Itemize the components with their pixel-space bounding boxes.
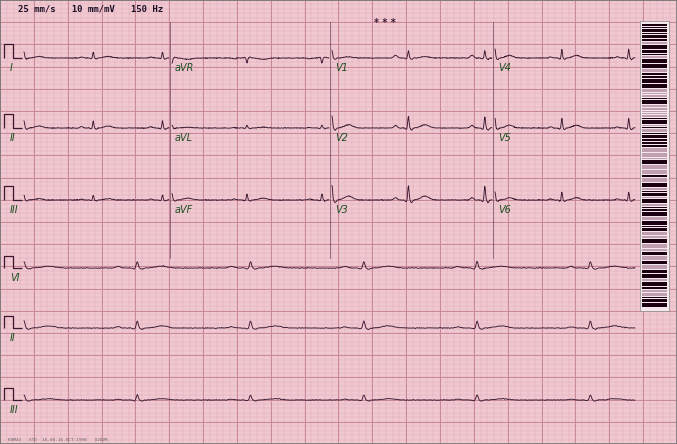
Bar [642, 170, 667, 174]
Text: V5: V5 [498, 133, 511, 143]
Bar [640, 21, 669, 311]
Bar [642, 279, 667, 281]
Text: V1: V1 [335, 63, 348, 73]
Bar [642, 42, 667, 44]
Text: II: II [10, 133, 16, 143]
Text: V6: V6 [498, 205, 511, 215]
Bar [642, 125, 667, 126]
Bar [642, 282, 667, 286]
Bar [642, 178, 667, 182]
Text: V4: V4 [498, 63, 511, 73]
Bar [642, 56, 667, 58]
Bar [642, 274, 667, 278]
Bar [642, 64, 667, 68]
Bar [642, 299, 667, 302]
Bar [642, 153, 667, 157]
Text: III: III [10, 405, 19, 415]
Bar [642, 33, 667, 34]
Bar [642, 212, 667, 216]
Bar [642, 303, 667, 307]
Bar [642, 209, 667, 211]
Bar [642, 142, 667, 144]
Bar [642, 108, 667, 110]
Bar [642, 252, 667, 255]
Bar [642, 188, 667, 190]
Bar [642, 239, 667, 243]
Bar [642, 256, 667, 260]
Text: * * *: * * * [374, 18, 396, 28]
Bar [642, 105, 667, 107]
Bar [642, 54, 667, 55]
Bar [642, 290, 667, 292]
Bar [642, 261, 667, 264]
Text: III: III [10, 205, 19, 215]
Bar [642, 129, 667, 132]
Bar [642, 175, 667, 177]
Bar [642, 27, 667, 28]
Bar [642, 249, 667, 251]
Bar [642, 127, 667, 128]
Text: 25 mm/s   10 mm/mV   150 Hz: 25 mm/s 10 mm/mV 150 Hz [18, 5, 163, 14]
Bar [642, 73, 667, 75]
Bar [642, 244, 667, 248]
Bar [642, 89, 667, 92]
Bar [642, 93, 667, 94]
Bar [642, 69, 667, 72]
Bar [642, 50, 667, 53]
Bar [642, 111, 667, 112]
Bar [642, 191, 667, 192]
Bar [642, 145, 667, 147]
Bar [642, 265, 667, 269]
Text: VI: VI [10, 273, 20, 283]
Bar [642, 232, 667, 235]
Bar [642, 297, 667, 298]
Bar [642, 287, 667, 289]
Bar [642, 228, 667, 231]
Bar [642, 133, 667, 134]
Bar [642, 183, 667, 187]
Bar [642, 24, 667, 26]
Bar [642, 95, 667, 97]
Bar [642, 115, 667, 117]
Bar [642, 76, 667, 78]
Bar [642, 35, 667, 38]
Bar [642, 113, 667, 114]
Bar [642, 165, 667, 169]
Bar [642, 226, 667, 227]
Bar [642, 135, 667, 138]
Text: aVF: aVF [175, 205, 193, 215]
Bar [642, 84, 667, 88]
Text: II: II [10, 333, 16, 343]
Bar [642, 217, 667, 220]
Bar [642, 204, 667, 206]
Bar [642, 118, 667, 119]
Bar [642, 236, 667, 238]
Bar [642, 148, 667, 152]
Bar [642, 270, 667, 273]
Bar [642, 221, 667, 225]
Text: KUM43   STD  16.08.16.OCT.1998   O2DVR: KUM43 STD 16.08.16.OCT.1998 O2DVR [8, 438, 108, 442]
Bar [642, 199, 667, 203]
Bar [642, 39, 667, 41]
Bar [642, 193, 667, 196]
Text: V2: V2 [335, 133, 348, 143]
Bar [642, 207, 667, 208]
Bar [642, 100, 667, 104]
Bar [642, 29, 667, 32]
Text: aVL: aVL [175, 133, 193, 143]
Bar [642, 59, 667, 63]
Bar [642, 98, 667, 99]
Bar [642, 197, 667, 198]
Text: V3: V3 [335, 205, 348, 215]
Text: I: I [10, 63, 13, 73]
Bar [642, 293, 667, 296]
Bar [642, 160, 667, 164]
Bar [642, 79, 667, 83]
Bar [642, 45, 667, 49]
Text: aVR: aVR [175, 63, 194, 73]
Bar [642, 158, 667, 159]
Bar [642, 139, 667, 141]
Bar [642, 120, 667, 124]
